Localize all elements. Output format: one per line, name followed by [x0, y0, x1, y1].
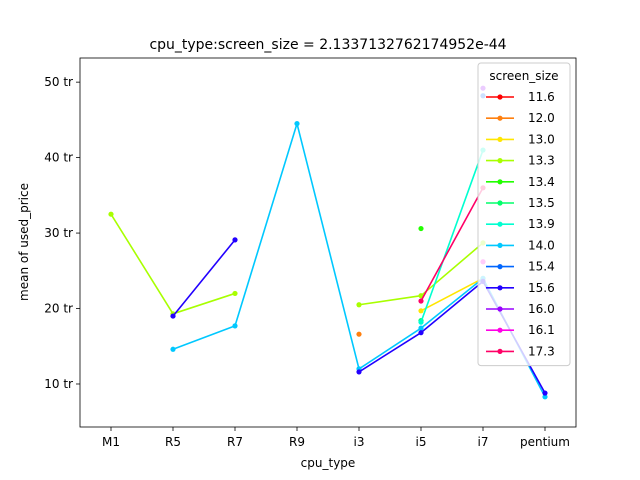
- legend-item-13-5: 13.5: [486, 196, 555, 210]
- x-tick-label-i3: i3: [354, 435, 365, 449]
- legend-item-16-0-label: 16.0: [528, 302, 555, 316]
- y-axis-title: mean of used_price: [17, 183, 31, 301]
- legend-item-13-0-label: 13.0: [528, 132, 555, 146]
- legend: screen_size 11.6 12.0 13.0 13.3 13.4 13.5 13.9 1…: [477, 62, 571, 367]
- x-tick-label-R7: R7: [227, 435, 243, 449]
- series-15-6-point-R7: [232, 237, 238, 243]
- series-13-3-point-M1: [108, 211, 114, 217]
- legend-item-17-3-marker: [497, 348, 503, 354]
- x-tick-label-M1: M1: [102, 435, 120, 449]
- series-14-0-point-i5: [418, 325, 424, 331]
- legend-item-15-4-marker: [497, 264, 503, 270]
- series-15-6-point-pentium: [542, 390, 548, 396]
- legend-item-13-5-label: 13.5: [528, 196, 555, 210]
- series-15-6-line: [172, 239, 236, 317]
- x-axis-title: cpu_type: [301, 456, 356, 470]
- legend-item-15-4-label: 15.4: [528, 260, 555, 274]
- y-tick-label-50: 50 tr: [44, 75, 73, 89]
- legend-item-13-9-marker: [497, 221, 503, 227]
- legend-item-13-3-marker: [497, 158, 503, 164]
- legend-item-13-9: 13.9: [486, 217, 555, 231]
- legend-item-16-1: 16.1: [486, 323, 555, 337]
- legend-item-11-6: 11.6: [486, 90, 555, 104]
- series-15-6-point-i5: [418, 330, 424, 336]
- x-tick-label-R9: R9: [289, 435, 305, 449]
- chart-title: cpu_type:screen_size = 2.133713276217495…: [149, 37, 506, 53]
- series-13-4-point-i5: [418, 225, 424, 232]
- series-12-0: [356, 331, 362, 337]
- series-15-6-point-R5: [170, 313, 176, 319]
- legend-item-16-1-marker: [497, 327, 503, 333]
- legend-item-15-6: 15.6: [486, 281, 555, 295]
- series-15-6-point-i3: [356, 369, 362, 375]
- legend-item-14-0-marker: [497, 242, 503, 248]
- series-14-0-point-R9: [294, 121, 300, 127]
- series-13-9-line: [420, 149, 484, 323]
- legend-item-13-0: 13.0: [486, 132, 555, 146]
- series-17-3-line: [420, 186, 484, 302]
- series-13-9-point-i5: [418, 319, 424, 325]
- y-tick-label-30: 30 tr: [44, 226, 73, 240]
- legend-item-13-4-label: 13.4: [528, 175, 555, 189]
- legend-item-13-5-marker: [497, 200, 503, 206]
- legend-item-17-3: 17.3: [486, 344, 555, 358]
- legend-title: screen_size: [489, 69, 558, 83]
- series-13-0-line: [420, 277, 484, 312]
- legend-item-13-3-label: 13.3: [528, 154, 555, 168]
- legend-item-16-1-label: 16.1: [528, 323, 555, 337]
- legend-item-13-4: 13.4: [486, 175, 555, 189]
- plot-frame: [79, 57, 577, 428]
- series-17-3-point-i5: [418, 298, 424, 304]
- legend-item-16-0-marker: [497, 306, 503, 312]
- x-tick-label-pentium: pentium: [520, 435, 570, 449]
- y-tick-label-10: 10 tr: [44, 377, 73, 391]
- legend-item-17-3-label: 17.3: [528, 344, 555, 358]
- legend-item-13-3: 13.3: [486, 154, 555, 168]
- legend-item-14-0: 14.0: [486, 238, 555, 252]
- legend-item-11-6-marker: [497, 94, 503, 100]
- legend-item-15-6-label: 15.6: [528, 281, 555, 295]
- legend-item-13-9-label: 13.9: [528, 217, 555, 231]
- x-tick-label-R5: R5: [165, 435, 181, 449]
- series-13-3-point-R7: [232, 290, 238, 297]
- legend-item-12-0-marker: [497, 115, 503, 121]
- legend-item-13-4-marker: [497, 179, 503, 185]
- y-tick-label-20: 20 tr: [44, 302, 73, 316]
- series-12-0-point-i3: [356, 331, 362, 337]
- x-tick-label-i5: i5: [416, 435, 427, 449]
- legend-box: [477, 62, 571, 367]
- series-13-3-point-i3: [356, 302, 362, 308]
- legend-item-11-6-label: 11.6: [528, 90, 555, 104]
- legend-item-12-0: 12.0: [486, 111, 555, 125]
- series-13-0-point-i5: [418, 308, 424, 314]
- series-14-0-point-pentium: [542, 394, 548, 400]
- legend-item-12-0-label: 12.0: [528, 111, 555, 125]
- series-14-0-point-R5: [170, 346, 176, 352]
- legend-item-13-0-marker: [497, 136, 503, 142]
- legend-item-15-4: 15.4: [486, 260, 555, 274]
- x-tick-label-i7: i7: [478, 435, 489, 449]
- legend-item-16-0: 16.0: [486, 302, 555, 316]
- series-14-0-point-R7: [232, 323, 238, 329]
- series-13-4: [418, 225, 424, 232]
- legend-item-14-0-label: 14.0: [528, 238, 555, 252]
- legend-item-15-6-marker: [497, 285, 503, 291]
- y-tick-label-40: 40 tr: [44, 151, 73, 165]
